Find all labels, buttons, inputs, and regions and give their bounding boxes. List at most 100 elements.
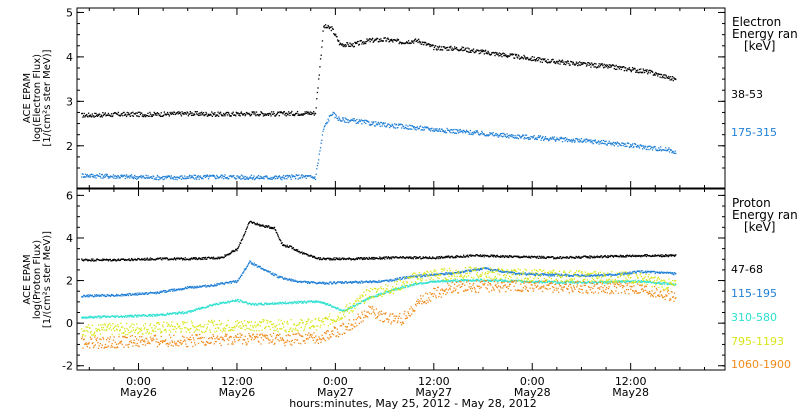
data-point xyxy=(363,42,366,44)
data-point xyxy=(538,257,540,259)
data-point xyxy=(584,255,587,257)
data-point xyxy=(448,130,451,132)
data-point xyxy=(476,130,479,132)
data-point xyxy=(113,316,115,318)
data-point xyxy=(580,275,582,278)
data-point xyxy=(181,111,183,113)
data-point xyxy=(632,270,634,273)
data-point xyxy=(147,259,150,261)
data-point xyxy=(667,255,669,258)
data-point xyxy=(156,292,158,294)
data-point xyxy=(173,176,176,178)
data-point xyxy=(614,141,617,144)
data-point xyxy=(645,146,647,148)
data-point xyxy=(381,258,383,260)
data-point xyxy=(663,283,666,285)
data-point xyxy=(548,275,550,277)
data-point xyxy=(294,279,296,281)
data-point xyxy=(296,110,299,113)
data-point xyxy=(366,40,369,42)
data-point xyxy=(487,255,489,257)
data-point xyxy=(660,73,663,76)
data-point xyxy=(502,132,504,135)
data-point xyxy=(327,118,329,120)
data-point xyxy=(274,229,276,231)
data-point xyxy=(332,259,334,261)
data-point xyxy=(490,280,493,283)
data-point xyxy=(623,66,625,68)
data-point xyxy=(140,175,142,177)
data-point xyxy=(651,255,653,258)
data-point xyxy=(290,301,292,304)
data-point xyxy=(554,139,556,141)
data-point xyxy=(655,148,657,150)
data-point xyxy=(374,295,376,298)
data-point xyxy=(546,62,549,64)
y-axis-label-line: log(Proton Flux) xyxy=(32,240,43,319)
data-point xyxy=(353,45,355,48)
data-point xyxy=(453,128,455,131)
data-point xyxy=(193,257,195,260)
data-point xyxy=(489,255,492,258)
data-point xyxy=(272,113,274,115)
data-point xyxy=(660,282,662,284)
data-point xyxy=(367,281,369,283)
data-point xyxy=(92,115,95,117)
data-point xyxy=(675,254,677,256)
data-point xyxy=(181,257,183,260)
data-point xyxy=(421,275,424,278)
data-point xyxy=(290,178,292,180)
data-point xyxy=(378,38,381,41)
data-point xyxy=(273,112,275,115)
data-point xyxy=(300,281,302,284)
data-point xyxy=(499,134,501,136)
data-point xyxy=(283,177,285,179)
data-point xyxy=(463,280,465,282)
data-point xyxy=(607,67,609,69)
data-point xyxy=(593,66,595,68)
data-point xyxy=(411,275,413,277)
data-point xyxy=(665,75,668,77)
data-point xyxy=(534,60,537,62)
data-point xyxy=(317,301,319,303)
data-point xyxy=(183,312,185,315)
data-point xyxy=(631,67,634,69)
data-point xyxy=(224,301,227,303)
data-point xyxy=(589,62,591,64)
y-tick-label: 3 xyxy=(66,95,73,108)
data-point xyxy=(389,258,391,260)
legend-entry: 310-580 xyxy=(731,311,777,324)
data-point xyxy=(600,255,603,257)
data-point xyxy=(173,290,175,292)
data-point xyxy=(428,280,431,283)
data-point xyxy=(380,38,382,40)
data-point xyxy=(253,113,255,115)
data-point xyxy=(258,223,260,225)
data-point xyxy=(445,46,448,49)
data-point xyxy=(87,294,90,296)
data-point xyxy=(494,134,496,137)
data-point xyxy=(457,130,459,132)
data-point xyxy=(361,258,364,261)
data-point xyxy=(344,121,346,123)
data-point xyxy=(375,123,378,126)
data-point xyxy=(412,258,414,260)
data-point xyxy=(181,287,183,290)
data-point xyxy=(161,314,164,317)
data-point xyxy=(603,255,605,258)
data-point xyxy=(147,315,149,317)
data-point xyxy=(565,137,567,139)
data-point xyxy=(288,278,290,280)
data-point xyxy=(125,294,128,297)
data-point xyxy=(594,66,597,68)
data-point xyxy=(349,45,352,47)
data-point xyxy=(302,252,304,255)
data-point xyxy=(406,285,408,287)
data-point xyxy=(520,137,522,139)
data-point xyxy=(540,257,542,259)
data-point xyxy=(228,112,230,114)
data-point xyxy=(547,58,549,61)
data-point xyxy=(226,302,228,304)
data-point xyxy=(506,270,508,273)
data-point xyxy=(301,114,303,116)
